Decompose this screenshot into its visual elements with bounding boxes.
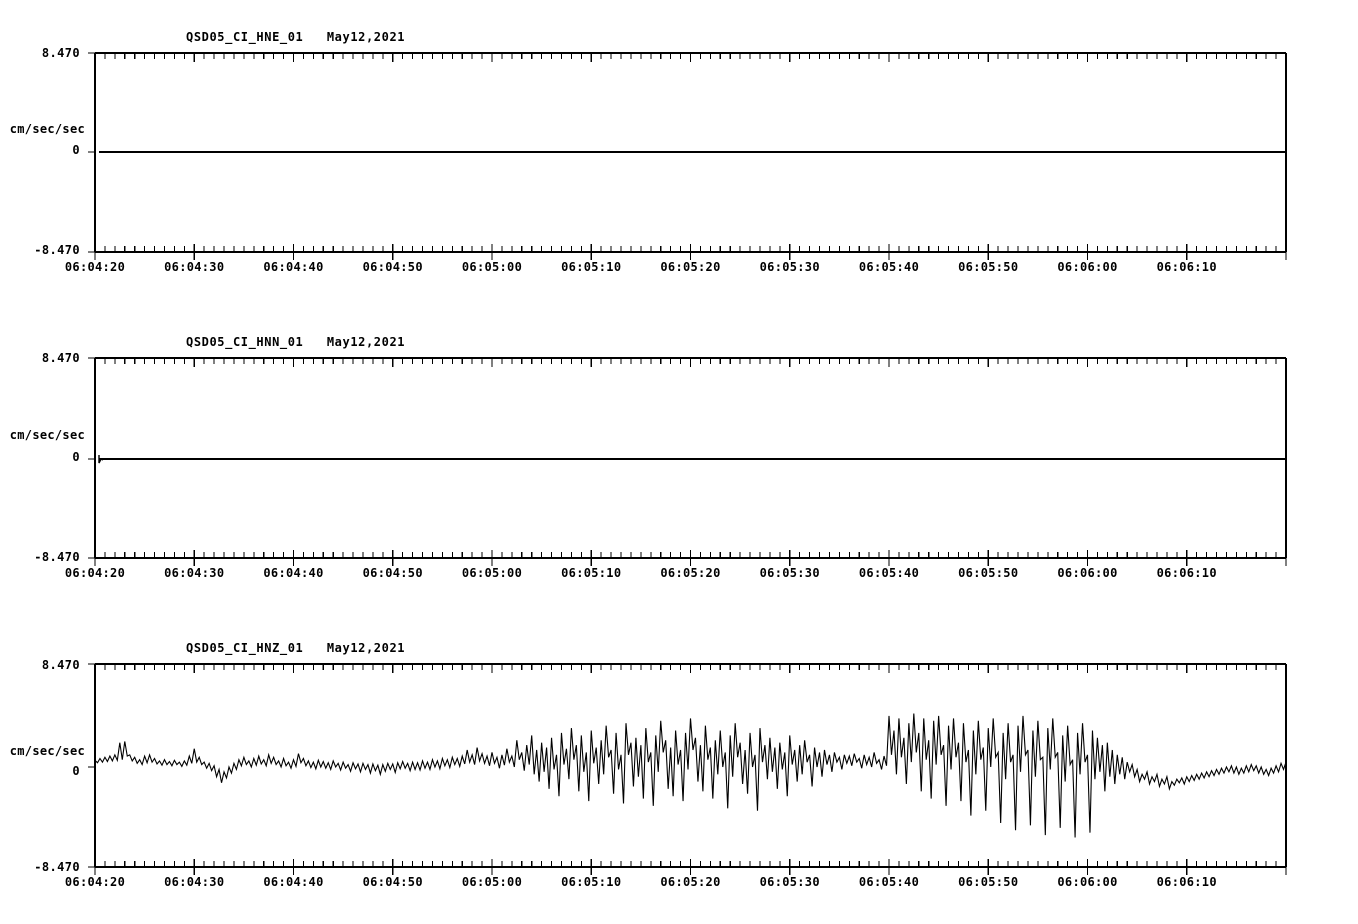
panel-hnz: QSD05_CI_HNZ_01 May12,2021 8.470 cm/sec/… — [0, 611, 1358, 924]
y-tick-mid-hne: 0 — [72, 143, 80, 157]
x-tick-label: 06:05:00 — [461, 875, 523, 889]
x-tick-label: 06:04:20 — [64, 566, 126, 580]
y-axis-unit-label-hne: cm/sec/sec — [9, 122, 85, 136]
x-tick-label: 06:05:40 — [858, 260, 920, 274]
tick-marks-hnz — [94, 664, 1287, 875]
x-tick-label: 06:06:10 — [1156, 875, 1217, 889]
x-tick-label: 06:04:30 — [164, 260, 225, 274]
x-tick-label: 06:04:40 — [263, 260, 324, 274]
x-tick-label: 06:05:20 — [660, 260, 721, 274]
x-tick-label: 06:04:40 — [263, 875, 324, 889]
y-tick-bottom-hnn: -8.470 — [34, 550, 80, 564]
x-tick-label: 06:05:40 — [858, 566, 920, 580]
plot-area-hne — [88, 52, 1287, 260]
y-tick-mid-hnz: 0 — [72, 764, 80, 778]
x-tick-label: 06:04:30 — [164, 566, 225, 580]
x-tick-label: 06:05:50 — [958, 875, 1019, 889]
x-tick-label: 06:06:10 — [1156, 566, 1217, 580]
x-tick-label: 06:05:50 — [958, 260, 1019, 274]
panel-hne: QSD05_CI_HNE_01 May12,2021 8.470 cm/sec/… — [0, 0, 1358, 300]
y-tick-marks-hnn — [88, 357, 95, 559]
x-tick-label: 06:05:00 — [461, 566, 523, 580]
axes-hnz — [94, 663, 1287, 868]
y-tick-marks-hnz — [88, 663, 95, 868]
y-axis-unit-label-hnn: cm/sec/sec — [9, 428, 85, 442]
panel-title-hne: QSD05_CI_HNE_01 May12,2021 — [186, 30, 406, 44]
tick-marks-hnn — [94, 358, 1287, 566]
x-tick-label: 06:06:10 — [1156, 260, 1217, 274]
x-tick-label: 06:05:00 — [461, 260, 523, 274]
x-tick-label: 06:05:30 — [759, 260, 820, 274]
x-tick-label: 06:04:40 — [263, 566, 324, 580]
panel-title-hnz: QSD05_CI_HNZ_01 May12,2021 — [186, 641, 406, 655]
x-tick-label: 06:05:30 — [759, 875, 820, 889]
x-tick-label: 06:05:40 — [858, 875, 920, 889]
panel-hnn: QSD05_CI_HNN_01 May12,2021 8.470 cm/sec/… — [0, 305, 1358, 605]
x-tick-label: 06:04:20 — [64, 875, 126, 889]
x-tick-label: 06:04:20 — [64, 260, 126, 274]
y-tick-bottom-hnz: -8.470 — [34, 860, 80, 874]
x-tick-label: 06:04:50 — [362, 260, 423, 274]
waveform-trace-hnz — [94, 713, 1287, 838]
x-tick-label: 06:05:10 — [561, 875, 622, 889]
plot-area-hnn — [88, 357, 1287, 566]
x-tick-label: 06:05:30 — [759, 566, 820, 580]
y-tick-bottom-hne: -8.470 — [34, 243, 80, 257]
panel-title-hnn: QSD05_CI_HNN_01 May12,2021 — [186, 335, 406, 349]
y-tick-top-hnn: 8.470 — [41, 351, 80, 365]
x-tick-label: 06:04:50 — [362, 875, 423, 889]
waveform-onset-blip-hnn — [98, 455, 104, 464]
x-tick-label: 06:05:10 — [561, 566, 622, 580]
plot-area-hnz — [88, 663, 1287, 875]
tick-marks-hne — [94, 53, 1287, 260]
y-axis-unit-label-hnz: cm/sec/sec — [9, 744, 85, 758]
y-tick-mid-hnn: 0 — [72, 450, 80, 464]
y-tick-top-hnz: 8.470 — [41, 658, 80, 672]
x-tick-label: 06:05:20 — [660, 875, 721, 889]
x-tick-label: 06:05:20 — [660, 566, 721, 580]
y-tick-marks-hne — [88, 52, 95, 253]
x-tick-label: 06:04:50 — [362, 566, 423, 580]
x-tick-label: 06:06:00 — [1057, 566, 1118, 580]
x-tick-label: 06:04:30 — [164, 875, 225, 889]
x-tick-label: 06:06:00 — [1057, 875, 1118, 889]
x-tick-label: 06:05:10 — [561, 260, 622, 274]
y-tick-top-hne: 8.470 — [41, 46, 80, 60]
x-tick-label: 06:05:50 — [958, 566, 1019, 580]
x-tick-label: 06:06:00 — [1057, 260, 1118, 274]
